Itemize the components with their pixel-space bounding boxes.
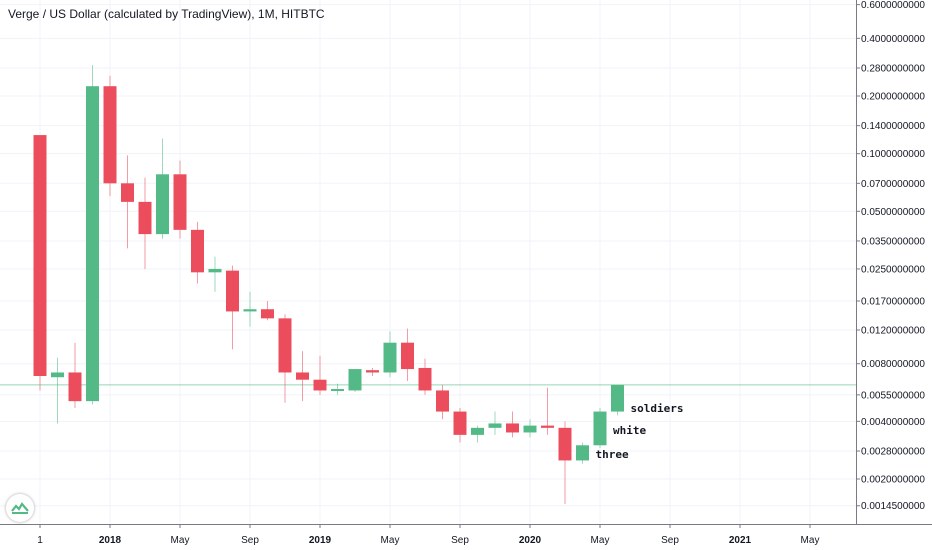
tradingview-logo-icon[interactable] [6,494,34,522]
x-tick-label: 1 [37,535,43,546]
x-tick-label: 2019 [309,535,332,546]
candle-down[interactable] [261,309,274,319]
y-tick-label: 0.0500000000 [861,207,925,218]
y-tick-label: 0.0020000000 [861,475,925,486]
candle-down[interactable] [103,86,117,184]
y-tick-label: 0.0080000000 [861,359,925,370]
x-tick-label: May [381,535,400,546]
y-tick-label: 0.0014500000 [861,501,925,512]
candle-up[interactable] [348,369,362,391]
candle-up[interactable] [383,342,397,373]
x-tick-label: 2018 [99,535,122,546]
candle-up[interactable] [523,425,537,433]
y-tick-label: 0.0120000000 [861,325,925,336]
y-tick-label: 0.0028000000 [861,447,925,458]
y-tick-label: 0.0040000000 [861,417,925,428]
candle-up[interactable] [471,427,484,435]
candle-down[interactable] [401,342,414,370]
y-tick-label: 0.1400000000 [861,121,925,132]
candle-down[interactable] [138,201,152,235]
candle-down[interactable] [313,379,327,391]
y-tick-label: 0.0170000000 [861,297,925,308]
annotation-white: white [613,424,646,437]
candle-up[interactable] [593,411,607,446]
candle-down[interactable] [366,370,379,373]
candle-down[interactable] [173,174,187,230]
y-tick-label: 0.0350000000 [861,236,925,247]
candle-down[interactable] [33,135,47,377]
candle-down[interactable] [226,270,239,312]
candle-down[interactable] [506,423,519,433]
candle-down[interactable] [278,318,292,373]
candle-down[interactable] [436,390,449,412]
y-tick-label: 0.2800000000 [861,64,925,75]
candle-down[interactable] [453,411,467,435]
y-tick-label: 0.4000000000 [861,34,925,45]
candle-up[interactable] [51,372,64,378]
candle-up[interactable] [243,309,257,312]
y-tick-label: 0.0250000000 [861,264,925,275]
x-tick-label: Sep [661,535,679,546]
candle-up[interactable] [576,445,589,461]
chart-title: Verge / US Dollar (calculated by Trading… [8,7,325,21]
candle-down[interactable] [68,372,82,402]
candle-down[interactable] [541,425,554,428]
x-tick-label: Sep [451,535,469,546]
annotation-soldiers: soldiers [631,402,684,415]
y-tick-label: 0.2000000000 [861,92,925,103]
candle-up[interactable] [488,423,502,428]
candle-down[interactable] [558,427,572,461]
x-tick-label: 2021 [729,535,752,546]
x-tick-label: May [591,535,610,546]
x-tick-label: May [801,535,820,546]
candle-down[interactable] [191,229,204,273]
x-tick-label: Sep [241,535,259,546]
candle-up[interactable] [611,384,624,412]
y-tick-label: 0.0055000000 [861,390,925,401]
candle-down[interactable] [121,183,134,202]
candle-up[interactable] [208,268,222,273]
y-tick-label: 0.1000000000 [861,149,925,160]
candle-up[interactable] [331,389,344,392]
y-tick-label: 0.0700000000 [861,179,925,190]
x-tick-label: 2020 [519,535,542,546]
candle-up[interactable] [86,86,99,402]
y-tick-label: 0.6000000000 [861,0,925,11]
x-tick-label: May [171,535,190,546]
candle-down[interactable] [418,367,432,391]
annotation-three: three [596,448,629,461]
candle-up[interactable] [156,174,169,235]
candle-down[interactable] [296,372,309,380]
